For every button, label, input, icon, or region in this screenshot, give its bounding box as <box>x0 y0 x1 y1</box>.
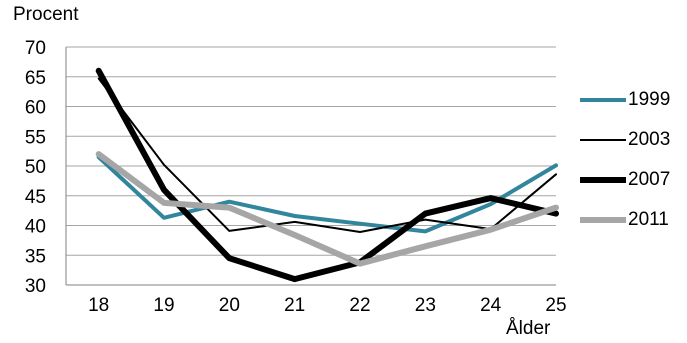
y-axis-label: Procent <box>13 4 79 25</box>
x-tick-label: 24 <box>480 295 502 316</box>
y-tick-label: 35 <box>25 246 46 267</box>
series-line-2011 <box>95 151 559 267</box>
legend-swatch <box>580 217 626 223</box>
x-tick-label: 25 <box>545 295 566 316</box>
x-tick-label: 21 <box>284 295 305 316</box>
x-tick-label: 20 <box>219 295 240 316</box>
x-tick-label: 19 <box>153 295 174 316</box>
legend-swatch <box>580 177 626 183</box>
axes <box>65 47 556 286</box>
legend: 1999 2003 2007 2011 <box>580 88 685 248</box>
legend-label: 1999 <box>628 89 671 110</box>
x-tick-label: 23 <box>415 295 436 316</box>
series-lines <box>95 67 559 283</box>
legend-swatch <box>580 139 626 141</box>
legend-item-2007: 2007 <box>580 168 685 208</box>
series-line-1999 <box>96 155 558 234</box>
legend-item-1999: 1999 <box>580 88 685 128</box>
x-tick-label: 18 <box>88 295 109 316</box>
y-tick-label: 55 <box>25 127 46 148</box>
series-line-2003 <box>97 77 557 233</box>
x-axis-label: Ålder <box>506 318 551 339</box>
legend-label: 2011 <box>628 209 669 230</box>
legend-item-2003: 2003 <box>580 128 685 168</box>
legend-label: 2007 <box>628 169 671 190</box>
y-tick-label: 65 <box>25 68 46 89</box>
x-tick-label: 22 <box>349 295 370 316</box>
y-tick-labels: 30 35 40 45 50 55 60 65 70 <box>25 38 46 297</box>
y-tick-label: 60 <box>25 98 46 119</box>
y-tick-label: 70 <box>25 38 46 59</box>
x-tick-labels: 18 19 20 21 22 23 24 25 <box>88 295 566 316</box>
y-tick-label: 40 <box>25 217 46 238</box>
legend-label: 2003 <box>628 129 671 150</box>
y-tick-label: 30 <box>25 276 46 297</box>
legend-item-2011: 2011 <box>580 208 685 248</box>
legend-swatch <box>580 98 626 102</box>
y-tick-label: 45 <box>25 187 46 208</box>
y-tick-label: 50 <box>25 157 46 178</box>
